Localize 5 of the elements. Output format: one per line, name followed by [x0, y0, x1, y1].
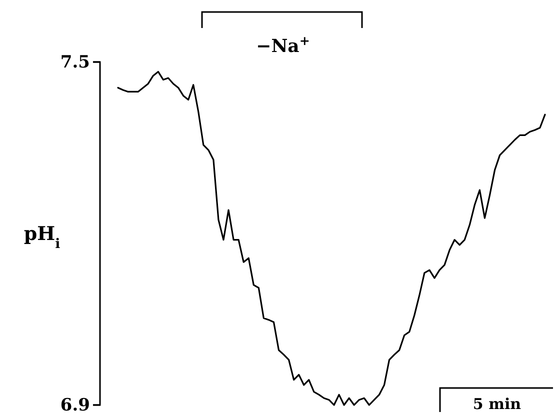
text: −Na$^{+}$ [256, 32, 310, 57]
y-tick-label: 6.9 [60, 395, 90, 416]
y-tick-label: 7.5 [60, 52, 90, 72]
annotation: 5 min [472, 395, 522, 413]
y-axis-title: pH$_{i}$ [24, 223, 60, 252]
